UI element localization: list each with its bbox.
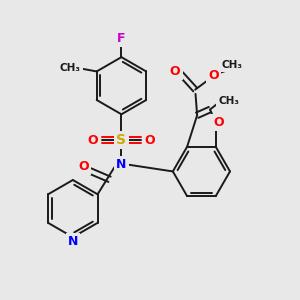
Text: N: N: [68, 235, 78, 248]
Text: CH₃: CH₃: [222, 60, 243, 70]
Text: CH₃: CH₃: [60, 63, 81, 73]
Text: O: O: [213, 116, 224, 129]
Text: S: S: [116, 133, 126, 147]
Text: O: O: [145, 134, 155, 146]
Text: O: O: [170, 64, 181, 77]
Text: CH₃: CH₃: [218, 96, 239, 106]
Text: F: F: [117, 32, 126, 45]
Text: O: O: [79, 160, 89, 173]
Text: N: N: [116, 158, 127, 171]
Text: O: O: [208, 69, 219, 82]
Text: O: O: [88, 134, 98, 146]
